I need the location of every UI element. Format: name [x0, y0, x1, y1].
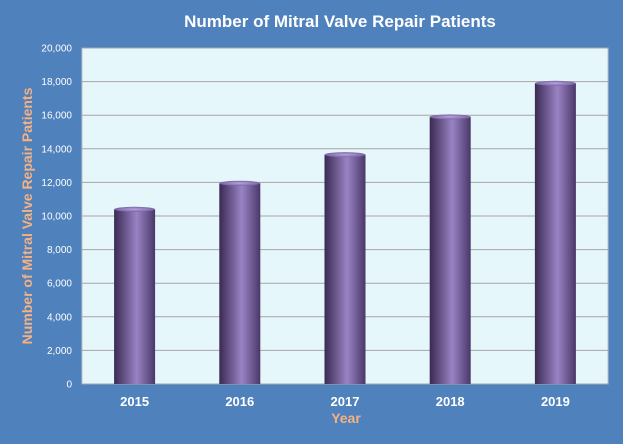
bar [114, 209, 156, 384]
chart-title: Number of Mitral Valve Repair Patients [184, 12, 496, 31]
x-tick-label: 2016 [225, 394, 254, 409]
bar [324, 154, 366, 384]
x-tick-label: 2017 [331, 394, 360, 409]
x-axis-label: Year [331, 410, 361, 426]
x-tick-label: 2018 [436, 394, 465, 409]
bar [219, 183, 261, 384]
y-tick-label: 14,000 [41, 144, 72, 155]
y-tick-label: 16,000 [41, 111, 72, 122]
y-tick-label: 6,000 [47, 279, 72, 290]
x-tick-label: 2019 [541, 394, 570, 409]
bar-cap [534, 80, 576, 86]
bar [534, 83, 576, 384]
bar-cap [219, 180, 261, 186]
y-tick-label: 8,000 [47, 245, 72, 256]
y-tick-label: 20,000 [41, 44, 72, 55]
y-tick-label: 2,000 [47, 346, 72, 357]
x-tick-label: 2015 [120, 394, 149, 409]
y-tick-labels: 0 2,000 4,000 6,000 8,000 10,000 12,000 14,000 1… [41, 44, 72, 391]
y-tick-label: 12,000 [41, 178, 72, 189]
y-tick-label: 0 [66, 380, 72, 391]
y-tick-label: 10,000 [41, 212, 72, 223]
y-tick-label: 18,000 [41, 77, 72, 88]
y-axis-label: Number of Mitral Valve Repair Patients [19, 87, 35, 344]
bar [429, 116, 471, 384]
bar-cap [114, 206, 156, 212]
gridlines [82, 47, 608, 385]
bar-cap [324, 152, 366, 158]
x-tick-labels: 2015 2016 2017 2018 2019 [120, 394, 570, 409]
y-tick-label: 4,000 [47, 312, 72, 323]
bars [114, 80, 576, 384]
bar-cap [429, 114, 471, 120]
